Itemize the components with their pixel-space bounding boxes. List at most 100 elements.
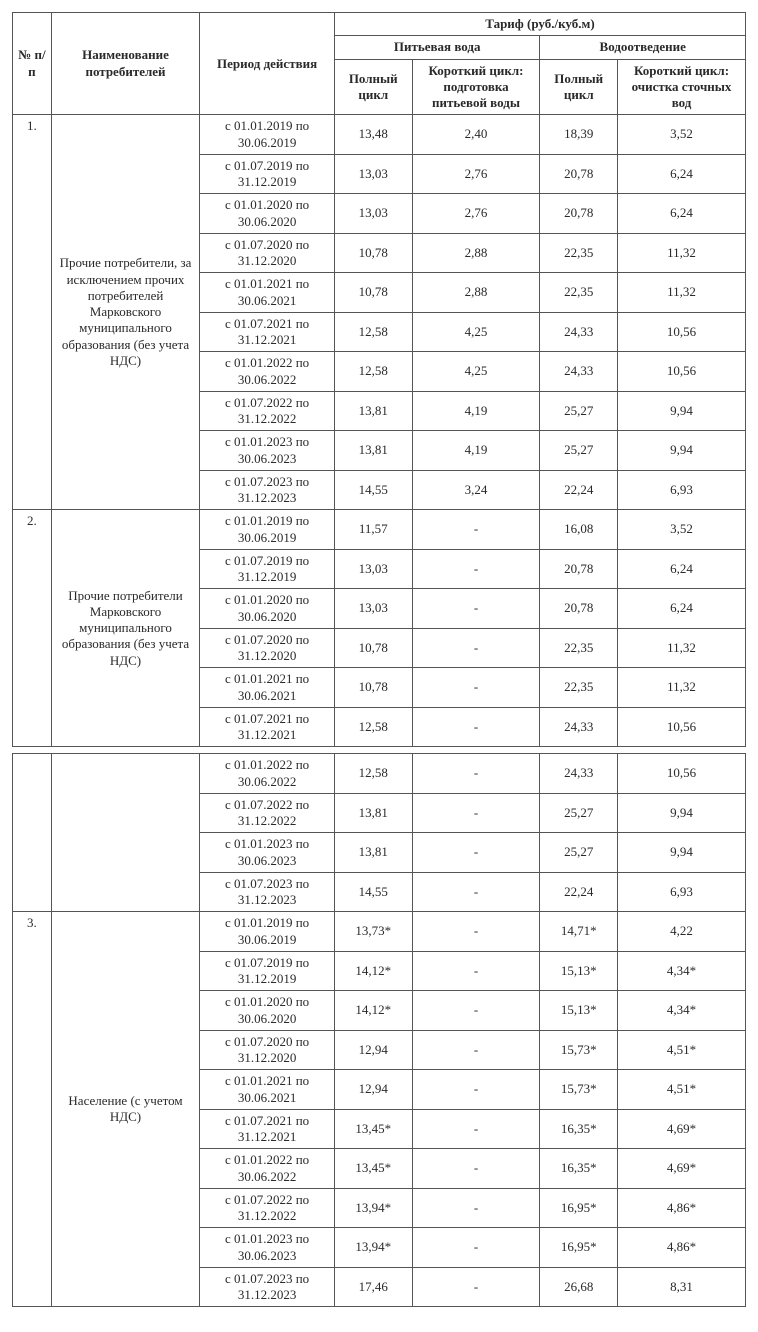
cell-ds: 6,24 — [618, 549, 746, 589]
cell-df: 20,78 — [540, 589, 618, 629]
cell-df: 14,71* — [540, 912, 618, 952]
cell-ds: 11,32 — [618, 628, 746, 668]
cell-ws: - — [412, 1188, 540, 1228]
cell-period: с 01.07.2020 по 31.12.2020 — [200, 233, 335, 273]
cell-wf: 13,81 — [334, 391, 412, 431]
cell-wf: 14,55 — [334, 470, 412, 510]
cell-ws: - — [412, 510, 540, 550]
cell-ws: 3,24 — [412, 470, 540, 510]
cell-wf: 14,55 — [334, 872, 412, 912]
cell-period: с 01.01.2019 по 30.06.2019 — [200, 912, 335, 952]
cell-period: с 01.07.2020 по 31.12.2020 — [200, 628, 335, 668]
cell-period: с 01.07.2023 по 31.12.2023 — [200, 872, 335, 912]
cell-ws: 4,19 — [412, 391, 540, 431]
cell-df: 16,95* — [540, 1188, 618, 1228]
cell-wf: 14,12* — [334, 951, 412, 991]
group-name: Прочие потребители Марковского муниципал… — [51, 510, 199, 747]
header-water-full: Полный цикл — [334, 59, 412, 115]
cell-period: с 01.07.2022 по 31.12.2022 — [200, 391, 335, 431]
cell-df: 25,27 — [540, 391, 618, 431]
header-waste: Водоотведение — [540, 36, 746, 59]
group-number: 2. — [13, 510, 52, 747]
table-body: 1.Прочие потребители, за исключением про… — [13, 115, 746, 1307]
cell-wf: 13,73* — [334, 912, 412, 952]
cell-period: с 01.01.2021 по 30.06.2021 — [200, 668, 335, 708]
cell-ds: 4,34* — [618, 951, 746, 991]
cell-ds: 9,94 — [618, 391, 746, 431]
cell-df: 15,13* — [540, 991, 618, 1031]
cell-df: 15,73* — [540, 1030, 618, 1070]
cell-ws: - — [412, 912, 540, 952]
cell-ds: 11,32 — [618, 233, 746, 273]
cell-ws: 2,88 — [412, 273, 540, 313]
cell-df: 20,78 — [540, 549, 618, 589]
cell-wf: 13,81 — [334, 793, 412, 833]
cell-df: 22,35 — [540, 628, 618, 668]
cell-period: с 01.07.2020 по 31.12.2020 — [200, 1030, 335, 1070]
cell-period: с 01.07.2023 по 31.12.2023 — [200, 470, 335, 510]
cell-df: 22,24 — [540, 470, 618, 510]
cell-ds: 4,22 — [618, 912, 746, 952]
cell-df: 15,13* — [540, 951, 618, 991]
cell-period: с 01.01.2020 по 30.06.2020 — [200, 589, 335, 629]
cell-ds: 11,32 — [618, 273, 746, 313]
tariff-table: № п/п Наименование потребителей Период д… — [12, 12, 746, 1307]
cell-ws: - — [412, 793, 540, 833]
cell-df: 16,35* — [540, 1109, 618, 1149]
cell-df: 26,68 — [540, 1267, 618, 1307]
cell-ws: - — [412, 991, 540, 1031]
cell-period: с 01.01.2022 по 30.06.2022 — [200, 1149, 335, 1189]
cell-period: с 01.01.2020 по 30.06.2020 — [200, 194, 335, 234]
cell-period: с 01.01.2023 по 30.06.2023 — [200, 1228, 335, 1268]
cell-df: 20,78 — [540, 194, 618, 234]
cell-period: с 01.01.2022 по 30.06.2022 — [200, 754, 335, 794]
table-row: 3.Население (с учетом НДС)с 01.01.2019 п… — [13, 912, 746, 952]
cell-df: 16,95* — [540, 1228, 618, 1268]
cell-wf: 13,03 — [334, 154, 412, 194]
cell-period: с 01.01.2019 по 30.06.2019 — [200, 510, 335, 550]
group-name — [51, 754, 199, 912]
cell-ds: 3,52 — [618, 510, 746, 550]
cell-period: с 01.01.2019 по 30.06.2019 — [200, 115, 335, 155]
cell-period: с 01.07.2023 по 31.12.2023 — [200, 1267, 335, 1307]
cell-ds: 4,86* — [618, 1228, 746, 1268]
cell-wf: 11,57 — [334, 510, 412, 550]
cell-ws: - — [412, 707, 540, 747]
cell-df: 22,35 — [540, 668, 618, 708]
cell-wf: 10,78 — [334, 233, 412, 273]
cell-wf: 13,03 — [334, 194, 412, 234]
cell-ds: 10,56 — [618, 707, 746, 747]
cell-df: 25,27 — [540, 431, 618, 471]
cell-ds: 8,31 — [618, 1267, 746, 1307]
cell-df: 20,78 — [540, 154, 618, 194]
cell-period: с 01.01.2021 по 30.06.2021 — [200, 1070, 335, 1110]
cell-ws: - — [412, 1070, 540, 1110]
cell-df: 22,35 — [540, 273, 618, 313]
cell-wf: 13,03 — [334, 549, 412, 589]
cell-ds: 4,69* — [618, 1109, 746, 1149]
cell-wf: 10,78 — [334, 628, 412, 668]
table-header: № п/п Наименование потребителей Период д… — [13, 13, 746, 115]
page-split-gap — [13, 747, 746, 754]
cell-ds: 6,93 — [618, 872, 746, 912]
cell-wf: 13,81 — [334, 833, 412, 873]
cell-wf: 12,94 — [334, 1030, 412, 1070]
cell-period: с 01.07.2021 по 31.12.2021 — [200, 1109, 335, 1149]
cell-ws: 4,19 — [412, 431, 540, 471]
cell-df: 24,33 — [540, 754, 618, 794]
cell-df: 24,33 — [540, 352, 618, 392]
cell-wf: 10,78 — [334, 668, 412, 708]
cell-period: с 01.01.2023 по 30.06.2023 — [200, 431, 335, 471]
cell-ws: - — [412, 872, 540, 912]
cell-ws: - — [412, 754, 540, 794]
cell-ws: - — [412, 1109, 540, 1149]
cell-period: с 01.01.2020 по 30.06.2020 — [200, 991, 335, 1031]
cell-wf: 12,58 — [334, 707, 412, 747]
cell-ws: - — [412, 1228, 540, 1268]
header-water: Питьевая вода — [334, 36, 539, 59]
header-waste-short: Короткий цикл: очистка сточных вод — [618, 59, 746, 115]
cell-period: с 01.07.2019 по 31.12.2019 — [200, 154, 335, 194]
cell-wf: 13,81 — [334, 431, 412, 471]
cell-ds: 11,32 — [618, 668, 746, 708]
table-row: 1.Прочие потребители, за исключением про… — [13, 115, 746, 155]
